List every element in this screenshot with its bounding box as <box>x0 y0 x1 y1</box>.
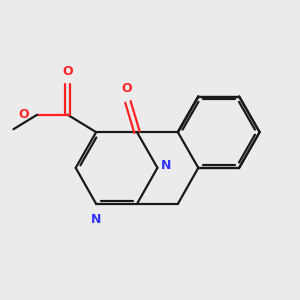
Text: N: N <box>160 160 171 172</box>
Text: O: O <box>122 82 133 95</box>
Text: O: O <box>18 108 29 121</box>
Text: O: O <box>62 65 73 78</box>
Text: N: N <box>91 213 101 226</box>
